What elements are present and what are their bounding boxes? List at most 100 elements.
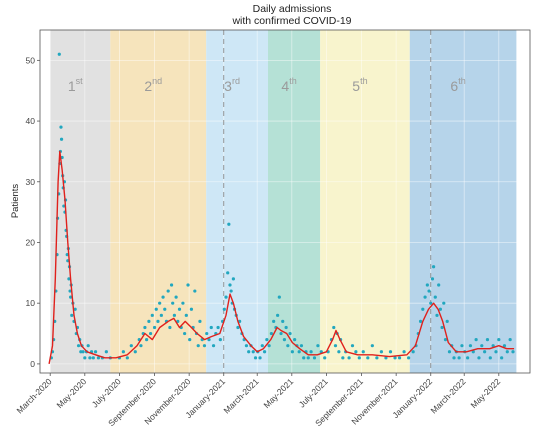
data-point-131 [276, 313, 280, 317]
wave-label-number: 3 [224, 78, 232, 94]
data-point-53 [121, 350, 125, 354]
data-point-217 [508, 338, 512, 342]
data-point-212 [494, 350, 498, 354]
data-point-67 [156, 319, 160, 323]
data-point-168 [375, 356, 379, 360]
x-tick-label-7: May-2021 [261, 376, 295, 410]
data-point-215 [502, 344, 507, 348]
data-point-162 [350, 344, 355, 348]
data-point-216 [505, 350, 509, 354]
data-point-80 [177, 307, 182, 311]
data-point-182 [425, 283, 429, 287]
data-point-110 [231, 277, 235, 281]
data-point-157 [337, 350, 341, 354]
wave-labels: 1st 2nd 3rd 4th 5th 6th [68, 76, 466, 94]
data-point-181 [423, 295, 427, 299]
data-point-98 [211, 344, 216, 348]
data-point-184 [429, 301, 433, 305]
data-point-68 [158, 301, 162, 305]
data-point-54 [125, 356, 129, 360]
data-point-138 [288, 331, 292, 336]
x-tick-label-8: July-2021 [297, 376, 330, 409]
data-point-179 [418, 319, 423, 323]
wave-band-5 [320, 30, 410, 373]
data-point-167 [370, 344, 374, 348]
data-point-136 [284, 325, 288, 330]
data-point-74 [168, 325, 172, 330]
wave-label-2: 2nd [144, 76, 162, 94]
wave-label-1: 1st [68, 76, 83, 94]
data-point-189 [437, 283, 441, 287]
data-point-38 [79, 350, 83, 354]
data-point-137 [286, 344, 290, 348]
wave-label-4: 4th [281, 76, 296, 94]
data-point-214 [500, 356, 504, 360]
plot-frame [39, 29, 531, 374]
data-point-169 [379, 350, 384, 354]
data-point-209 [485, 338, 490, 342]
data-point-188 [435, 313, 439, 317]
data-point-96 [207, 338, 211, 342]
data-point-204 [471, 350, 475, 354]
data-point-76 [171, 301, 175, 305]
data-point-75 [169, 283, 174, 287]
rolling-average-series [48, 150, 515, 365]
data-point-48 [96, 356, 101, 360]
data-point-185 [430, 277, 435, 281]
y-tick-label-3: 30 [26, 177, 36, 187]
data-point-66 [154, 307, 158, 311]
data-point-61 [145, 338, 149, 342]
data-point-56 [133, 350, 137, 354]
year-lines [223, 30, 432, 373]
data-point-163 [354, 350, 358, 354]
data-point-200 [460, 344, 464, 348]
data-point-159 [341, 356, 345, 360]
data-point-172 [393, 356, 397, 360]
data-point-132 [277, 295, 281, 299]
x-tick-label-13: May-2022 [468, 376, 502, 410]
data-point-16 [62, 204, 66, 208]
data-point-27 [68, 289, 72, 293]
data-point-144 [302, 356, 306, 360]
x-tick-label-0: March-2020 [14, 376, 53, 415]
data-point-121 [253, 356, 258, 360]
data-point-70 [161, 295, 165, 299]
data-point-30 [70, 313, 74, 317]
data-point-55 [129, 344, 133, 348]
data-point-101 [218, 338, 222, 342]
data-point-11 [59, 125, 63, 129]
data-point-100 [216, 325, 220, 330]
daily-points-series [49, 52, 515, 360]
data-point-73 [166, 289, 170, 293]
wave-label-number: 6 [450, 78, 458, 94]
data-point-94 [202, 344, 207, 348]
data-point-77 [172, 313, 177, 317]
data-point-135 [282, 338, 287, 342]
data-point-180 [421, 307, 425, 311]
data-point-164 [357, 356, 361, 360]
wave-label-suffix: st [76, 76, 84, 86]
data-point-71 [163, 307, 167, 311]
data-point-58 [139, 344, 143, 348]
data-point-86 [188, 338, 192, 342]
data-point-151 [323, 356, 327, 360]
data-point-127 [267, 344, 271, 348]
data-point-97 [209, 325, 213, 330]
wave-label-suffix: rd [232, 76, 240, 86]
wave-label-number: 5 [352, 78, 360, 94]
wave-label-suffix: nd [152, 76, 162, 86]
y-tick-label-2: 20 [26, 237, 36, 247]
data-point-140 [293, 338, 297, 342]
y-tick-label-4: 40 [26, 116, 36, 126]
wave-band-2 [110, 30, 207, 373]
wave-label-3: 3rd [224, 76, 240, 94]
data-point-134 [281, 319, 285, 323]
data-point-218 [511, 350, 515, 354]
data-point-173 [397, 356, 402, 360]
data-point-50 [104, 350, 108, 354]
data-point-133 [279, 331, 283, 336]
data-point-154 [332, 325, 336, 330]
data-point-213 [497, 338, 501, 342]
